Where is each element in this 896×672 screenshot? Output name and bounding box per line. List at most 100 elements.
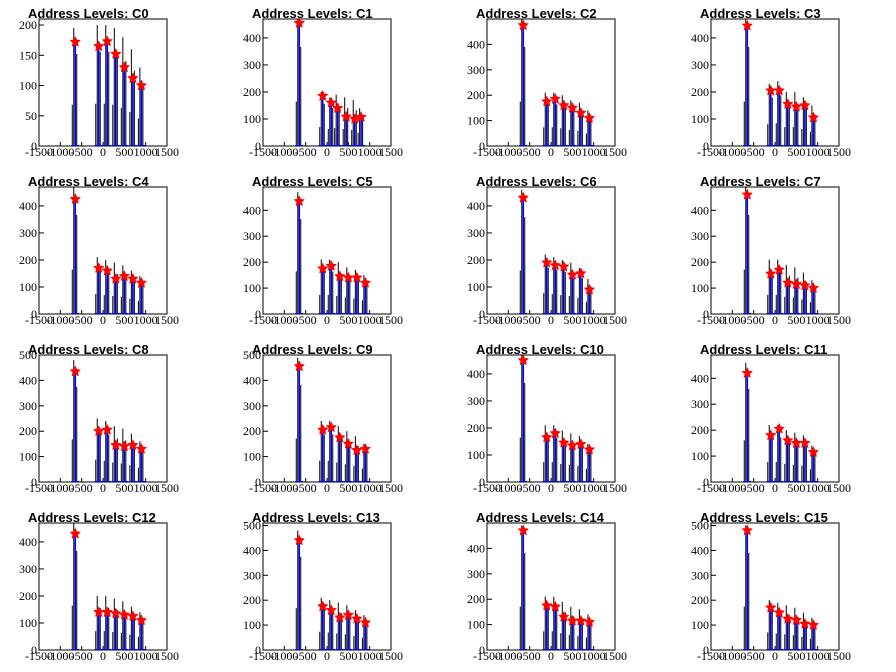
peak-marker xyxy=(540,599,553,611)
peak-marker xyxy=(741,366,754,379)
peak-marker xyxy=(549,259,562,271)
x-tick-label: 1500 xyxy=(155,145,179,159)
chart-svg: Address Levels: C12 0 100 200 300 400 -1500-10… xyxy=(19,510,179,663)
y-tick-label: 0 xyxy=(255,475,261,489)
x-tick-label: 1500 xyxy=(603,145,627,159)
x-tick-label: 1500 xyxy=(827,145,851,159)
y-tick-label: 100 xyxy=(467,448,485,462)
peak-marker xyxy=(549,427,562,439)
fit-peak xyxy=(792,106,801,146)
histogram-peak xyxy=(120,37,127,146)
x-tick-label: 1000 xyxy=(358,481,382,495)
x-tick-label: -1000 xyxy=(494,649,522,663)
y-tick-label: 500 xyxy=(243,348,261,362)
x-tick-label: 500 xyxy=(115,649,133,663)
fit-peak xyxy=(333,108,342,146)
fit-peak xyxy=(103,41,112,146)
peak-marker xyxy=(325,96,338,108)
fit-peak xyxy=(576,273,585,314)
fit-peak xyxy=(568,274,577,314)
chart-panel: Address Levels: C5 0 100 200 300 400 -1500 -100… xyxy=(224,168,448,336)
y-tick-label: 200 xyxy=(243,593,261,607)
fit-peak xyxy=(71,371,80,482)
peak-marker xyxy=(69,527,82,539)
x-tick-label: -1500 xyxy=(25,313,53,327)
histogram-peak xyxy=(295,530,302,650)
y-tick-label: 0 xyxy=(703,307,709,321)
y-tick-label: 100 xyxy=(691,112,709,126)
x-tick-label: 1000 xyxy=(806,649,830,663)
y-tick-label: 300 xyxy=(467,567,485,581)
chart-panel: Address Levels: C7 0 100 200 300 400 -1500 -100… xyxy=(672,168,896,336)
peak-marker xyxy=(118,440,131,452)
chart-panel: Address Levels: C8 0 100 200 300 400 500 -1500-… xyxy=(0,336,224,504)
x-tick-label: -500 xyxy=(71,649,93,663)
peak-marker xyxy=(807,618,820,630)
y-tick-label: 400 xyxy=(691,31,709,45)
histogram-peak xyxy=(137,67,144,146)
fit-peak xyxy=(344,443,353,482)
x-tick-label: 500 xyxy=(339,649,357,663)
peak-marker xyxy=(566,268,579,280)
x-tick-label: -1000 xyxy=(270,145,298,159)
x-tick-label: 500 xyxy=(787,649,805,663)
fit-peak xyxy=(71,199,80,314)
y-tick-label: 400 xyxy=(691,203,709,217)
peak-marker xyxy=(799,99,811,111)
chart-svg: Address Levels: C5 0 100 200 300 400 -1500-100… xyxy=(243,174,403,327)
peak-marker xyxy=(575,438,587,450)
y-tick-label: 100 xyxy=(243,618,261,632)
x-tick-label: -500 xyxy=(71,313,93,327)
x-tick-label: 1500 xyxy=(379,481,403,495)
histogram-peak xyxy=(334,94,340,146)
y-tick-label: 150 xyxy=(19,48,37,62)
plot-frame xyxy=(486,186,616,315)
x-tick-label: -1500 xyxy=(473,649,501,663)
chart-panel: Address Levels: C6 0 100 200 300 400 -1500 -100… xyxy=(448,168,672,336)
peak-marker xyxy=(807,446,820,458)
chart-svg: Address Levels: C0 0 50 100 150 200 -1500-1000… xyxy=(19,6,179,159)
histogram-peak xyxy=(519,355,526,482)
histogram-peak xyxy=(103,25,110,146)
y-tick-label: 100 xyxy=(243,112,261,126)
x-tick-label: 1000 xyxy=(134,313,158,327)
y-tick-label: 300 xyxy=(691,568,709,582)
fit-peak xyxy=(568,620,577,650)
chart-panel: Address Levels: C13 0 100 200 300 400 500 -1500… xyxy=(224,504,448,672)
y-tick-label: 0 xyxy=(479,139,485,153)
peak-marker xyxy=(575,614,587,626)
peak-marker xyxy=(782,612,794,624)
x-tick-label: -500 xyxy=(519,145,541,159)
y-tick-label: 0 xyxy=(31,643,37,657)
peak-marker xyxy=(110,607,122,619)
histogram-peak xyxy=(784,91,790,146)
peak-marker xyxy=(583,615,596,627)
x-tick-label: 1500 xyxy=(379,145,403,159)
x-tick-label: 500 xyxy=(339,145,357,159)
fit-peak xyxy=(766,273,775,314)
peak-marker xyxy=(764,267,777,279)
histogram-peak xyxy=(743,187,750,314)
histogram-peak xyxy=(71,360,78,482)
peak-marker xyxy=(558,260,570,272)
fit-peak xyxy=(361,282,370,314)
plot-frame xyxy=(486,522,616,651)
peak-marker xyxy=(799,279,811,291)
fit-peak xyxy=(335,617,344,650)
x-tick-label: -1500 xyxy=(697,481,725,495)
y-tick-label: 0 xyxy=(479,643,485,657)
fit-peak xyxy=(809,452,818,482)
x-tick-label: 1500 xyxy=(827,649,851,663)
x-tick-label: 1000 xyxy=(806,145,830,159)
peak-marker xyxy=(334,270,346,282)
x-tick-label: 1000 xyxy=(582,313,606,327)
chart-svg: Address Levels: C1 0 100 200 300 400 -1500-100… xyxy=(243,6,403,159)
x-tick-label: 1000 xyxy=(582,481,606,495)
x-tick-label: 1500 xyxy=(603,649,627,663)
x-tick-label: 0 xyxy=(100,481,106,495)
peak-marker xyxy=(135,79,148,91)
x-tick-label: -1500 xyxy=(697,145,725,159)
x-tick-label: -1000 xyxy=(46,481,74,495)
peak-marker xyxy=(127,272,139,284)
histogram-peak xyxy=(792,91,799,146)
